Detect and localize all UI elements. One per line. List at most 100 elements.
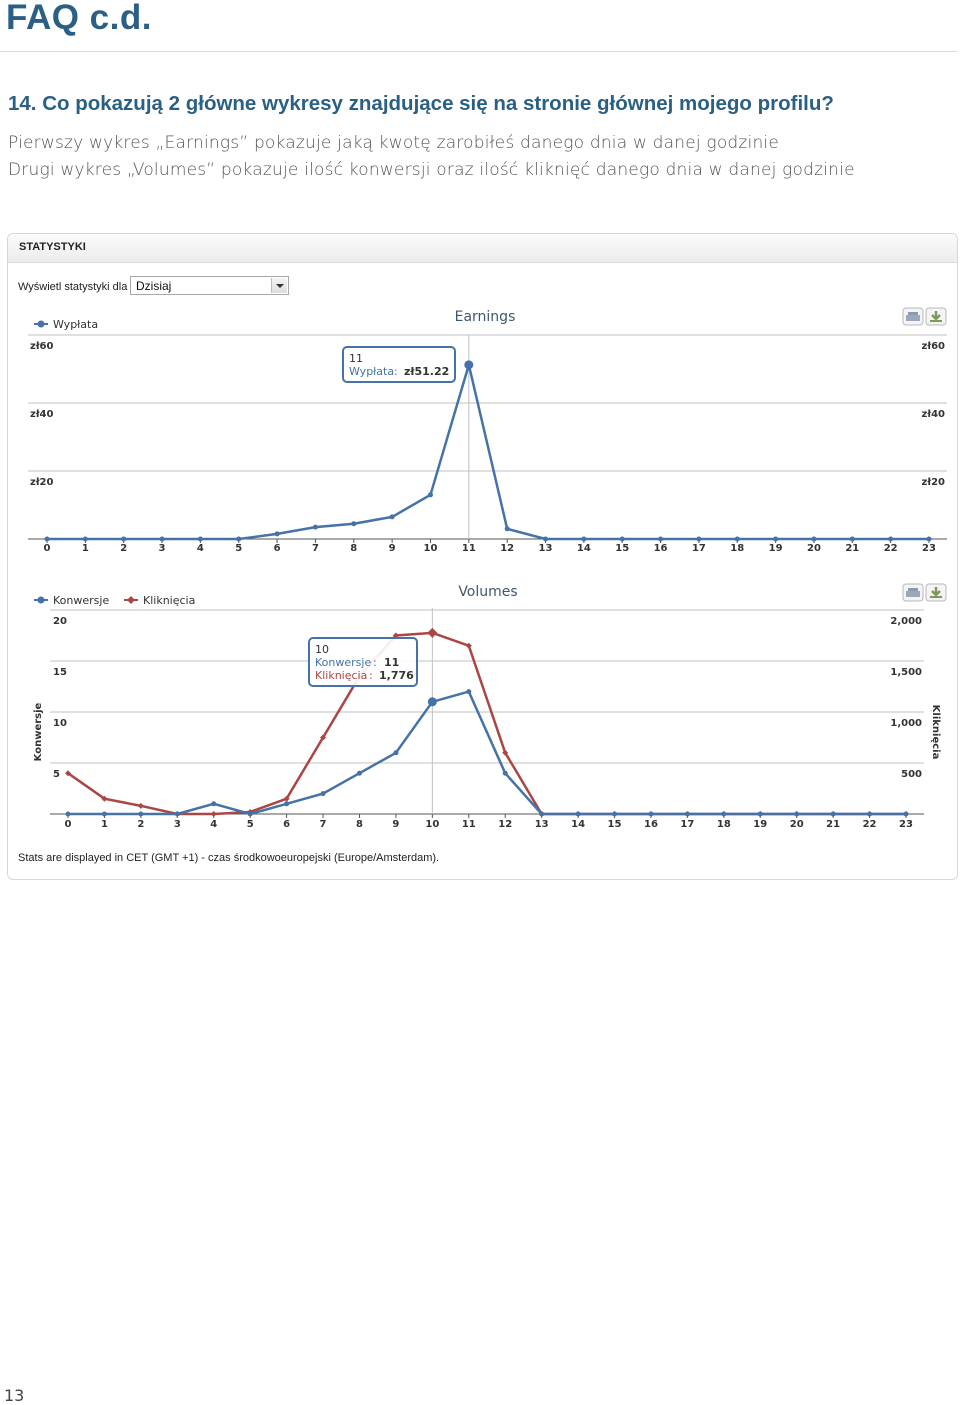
x-tick-label: 8 — [356, 819, 363, 830]
tooltip-value-konwersje: 11 — [384, 656, 399, 669]
tooltip-box — [342, 346, 456, 383]
x-tick-label: 12 — [500, 543, 514, 554]
data-point-klikniecia — [210, 811, 217, 817]
data-point — [389, 514, 395, 520]
print-icon[interactable] — [902, 583, 924, 602]
y-tick-label-right: zł20 — [922, 477, 945, 488]
data-point-klikniecia — [427, 627, 438, 638]
x-tick-label: 16 — [644, 819, 658, 830]
legend-label-konwersje: Konwersje — [53, 594, 109, 607]
y-tick-label-left: 10 — [53, 718, 67, 729]
x-tick-label: 22 — [884, 543, 898, 554]
earnings-chart: Earnings Wypłata zł20 zł20 zł40 zł40 zł60 zł60 0… — [28, 307, 947, 554]
data-point — [888, 536, 894, 542]
tooltip-sep: : — [394, 365, 398, 378]
x-tick-label: 6 — [274, 543, 281, 554]
period-select[interactable]: Dzisiaj — [130, 276, 289, 295]
data-point-konwersje — [101, 811, 107, 817]
x-tick-label: 6 — [283, 819, 290, 830]
x-tick-label: 19 — [753, 819, 767, 830]
data-point — [696, 536, 702, 542]
x-tick-label: 18 — [717, 819, 731, 830]
x-tick-label: 13 — [535, 819, 549, 830]
faq-answer-earnings: Pierwszy wykres „Earnings” pokazuje jaką… — [8, 133, 780, 153]
data-point — [773, 536, 779, 542]
x-tick-label: 17 — [692, 543, 706, 554]
data-point — [464, 360, 474, 370]
data-point — [427, 492, 433, 498]
x-tick-label: 14 — [577, 543, 591, 554]
download-icon[interactable] — [925, 583, 947, 602]
chevron-down-icon[interactable] — [271, 278, 287, 293]
data-point — [658, 536, 664, 542]
legend-label: Wypłata — [53, 318, 98, 331]
x-tick-label: 19 — [769, 543, 783, 554]
data-point-konwersje — [539, 811, 545, 817]
data-point-konwersje — [356, 770, 362, 776]
data-point-klikniecia — [101, 795, 108, 802]
print-icon-body — [906, 315, 920, 321]
x-tick-label: 22 — [863, 819, 877, 830]
data-point-konwersje — [211, 801, 217, 807]
data-point — [734, 536, 740, 542]
print-icon[interactable] — [902, 307, 924, 326]
tooltip-series: Wypłata — [349, 365, 394, 378]
data-point-konwersje — [684, 811, 690, 817]
x-tick-label: 15 — [608, 819, 622, 830]
data-point-klikniecia — [320, 734, 327, 741]
data-point — [44, 536, 50, 542]
series-line-konwersje — [68, 690, 906, 816]
data-point-konwersje — [612, 811, 618, 817]
page-title: FAQ c.d. — [6, 0, 152, 37]
y-tick-label-left: 15 — [53, 667, 67, 678]
y-tick-label-left: 5 — [53, 769, 60, 780]
x-tick-label: 1 — [101, 819, 108, 830]
data-point-konwersje — [757, 811, 763, 817]
data-point-klikniecia — [502, 749, 509, 756]
download-icon[interactable] — [925, 307, 947, 326]
data-point-konwersje — [393, 750, 399, 756]
x-tick-label: 0 — [65, 819, 72, 830]
x-tick-label: 23 — [899, 819, 913, 830]
data-point-konwersje — [867, 811, 873, 817]
tooltip-sep: : — [369, 669, 373, 682]
x-tick-label: 10 — [424, 543, 438, 554]
data-point-klikniecia — [65, 770, 71, 777]
x-tick-label: 21 — [845, 543, 859, 554]
y-tick-label-right: zł60 — [922, 341, 945, 352]
x-tick-label: 7 — [312, 543, 319, 554]
data-point-konwersje — [320, 791, 326, 797]
data-point — [82, 536, 88, 542]
panel-title: STATYSTYKI — [19, 241, 86, 253]
data-point — [121, 536, 127, 542]
x-tick-label: 15 — [615, 543, 629, 554]
download-icon-arrow — [931, 587, 941, 597]
period-select-value: Dzisiaj — [136, 279, 172, 293]
data-point-konwersje — [794, 811, 800, 817]
chart-title: Volumes — [458, 584, 517, 600]
data-point-konwersje — [284, 801, 290, 807]
x-tick-label: 16 — [654, 543, 668, 554]
x-tick-label: 12 — [498, 819, 512, 830]
y-axis-title-left: Konwersje — [33, 702, 44, 761]
tooltip-series-klikniecia: Kliknięcia — [315, 669, 367, 682]
print-icon-paper — [908, 588, 918, 591]
x-tick-label: 3 — [174, 819, 181, 830]
legend-marker — [37, 320, 45, 328]
data-point-konwersje — [174, 811, 180, 817]
y-axis-title-right: Kliknięcia — [930, 705, 941, 760]
x-tick-label: 9 — [392, 819, 399, 830]
data-point-konwersje — [427, 697, 437, 707]
page-number: 13 — [4, 1386, 25, 1405]
data-point — [504, 526, 510, 532]
data-point — [581, 536, 587, 542]
data-point-konwersje — [502, 770, 508, 776]
x-tick-label: 1 — [82, 543, 89, 554]
y-tick-label-left: zł20 — [30, 477, 53, 488]
data-point-konwersje — [575, 811, 581, 817]
x-tick-label: 17 — [680, 819, 694, 830]
data-point — [236, 536, 242, 542]
print-icon-paper — [908, 312, 918, 315]
